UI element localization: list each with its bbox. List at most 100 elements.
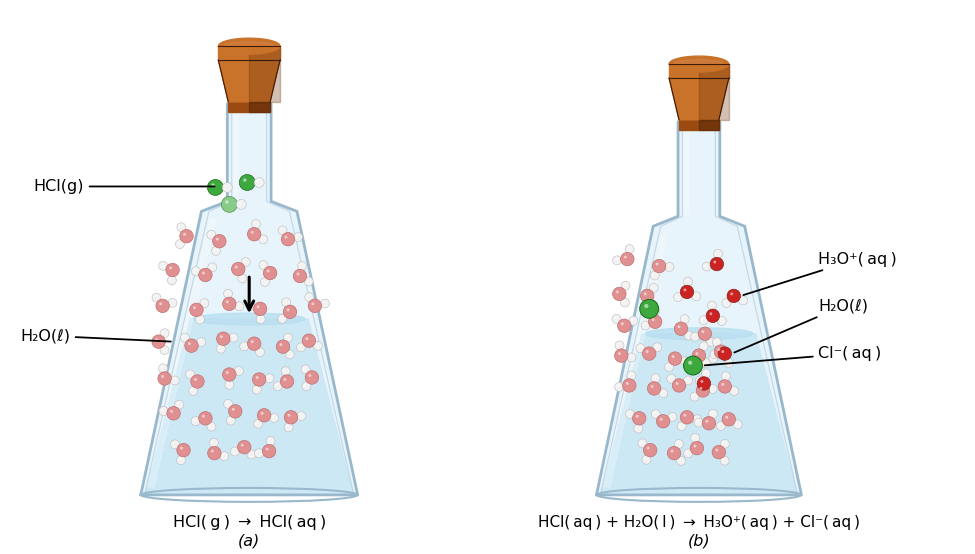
Circle shape [171, 300, 173, 302]
Circle shape [286, 335, 288, 337]
Circle shape [652, 259, 666, 273]
Circle shape [616, 290, 619, 294]
Circle shape [690, 392, 699, 401]
Circle shape [675, 322, 687, 336]
Circle shape [692, 415, 702, 424]
Circle shape [700, 380, 703, 383]
Circle shape [683, 376, 692, 385]
Circle shape [288, 352, 290, 354]
Circle shape [701, 330, 704, 333]
Circle shape [307, 295, 309, 297]
Circle shape [711, 387, 713, 388]
Circle shape [295, 235, 297, 237]
Circle shape [694, 418, 703, 427]
Circle shape [299, 264, 301, 265]
Circle shape [614, 349, 628, 362]
Circle shape [648, 300, 657, 309]
Circle shape [720, 319, 722, 321]
Circle shape [683, 277, 692, 286]
Circle shape [659, 389, 668, 398]
Circle shape [683, 356, 702, 375]
Circle shape [633, 412, 646, 425]
Circle shape [284, 305, 296, 319]
Circle shape [193, 306, 196, 309]
Circle shape [296, 343, 305, 352]
Circle shape [226, 291, 228, 293]
Circle shape [708, 384, 718, 393]
Circle shape [188, 372, 190, 374]
Circle shape [695, 417, 697, 419]
Circle shape [296, 273, 299, 275]
Circle shape [276, 340, 290, 353]
Circle shape [207, 422, 215, 431]
Circle shape [644, 304, 648, 308]
Circle shape [321, 299, 330, 308]
Circle shape [636, 415, 639, 418]
Circle shape [718, 348, 721, 351]
Circle shape [233, 449, 235, 451]
Circle shape [692, 349, 706, 362]
Circle shape [161, 366, 163, 368]
Circle shape [224, 185, 227, 187]
Circle shape [179, 229, 193, 243]
Circle shape [629, 316, 638, 325]
Circle shape [198, 317, 200, 319]
Circle shape [284, 300, 286, 302]
Circle shape [284, 378, 287, 381]
Circle shape [254, 222, 255, 224]
Circle shape [733, 420, 742, 429]
Circle shape [714, 249, 722, 258]
Circle shape [682, 359, 684, 361]
Circle shape [159, 407, 168, 416]
Circle shape [648, 315, 662, 329]
Circle shape [722, 299, 731, 307]
Circle shape [722, 413, 735, 426]
Circle shape [175, 400, 183, 409]
Polygon shape [669, 78, 728, 120]
Circle shape [226, 416, 235, 425]
Circle shape [641, 289, 654, 302]
Circle shape [627, 371, 636, 380]
Circle shape [297, 261, 306, 270]
Circle shape [281, 367, 291, 376]
Circle shape [177, 242, 179, 244]
Circle shape [278, 226, 287, 235]
Circle shape [674, 293, 682, 301]
Circle shape [697, 377, 711, 390]
Text: Cl⁻( aq ): Cl⁻( aq ) [705, 346, 881, 365]
Circle shape [243, 178, 247, 182]
Circle shape [620, 298, 630, 307]
Circle shape [660, 418, 663, 420]
Circle shape [681, 357, 689, 366]
Circle shape [270, 413, 279, 423]
Circle shape [299, 414, 301, 416]
Polygon shape [218, 60, 280, 102]
Circle shape [614, 317, 616, 319]
Circle shape [254, 302, 267, 316]
Circle shape [199, 340, 201, 342]
Polygon shape [228, 102, 270, 112]
Circle shape [168, 276, 176, 285]
Circle shape [719, 347, 731, 360]
Circle shape [705, 264, 707, 266]
Circle shape [709, 409, 718, 418]
Circle shape [303, 367, 305, 369]
Circle shape [260, 278, 269, 286]
Circle shape [216, 344, 225, 353]
Circle shape [298, 345, 300, 347]
Circle shape [170, 410, 173, 413]
Circle shape [653, 412, 655, 414]
Circle shape [208, 179, 223, 196]
Circle shape [690, 332, 699, 341]
Circle shape [651, 285, 653, 288]
Circle shape [323, 301, 325, 303]
Circle shape [273, 382, 283, 391]
Circle shape [701, 344, 703, 346]
Circle shape [185, 370, 195, 379]
Circle shape [256, 451, 258, 453]
Circle shape [707, 337, 716, 346]
Circle shape [254, 387, 256, 389]
Polygon shape [140, 104, 358, 495]
Circle shape [722, 372, 730, 381]
Circle shape [704, 371, 706, 373]
